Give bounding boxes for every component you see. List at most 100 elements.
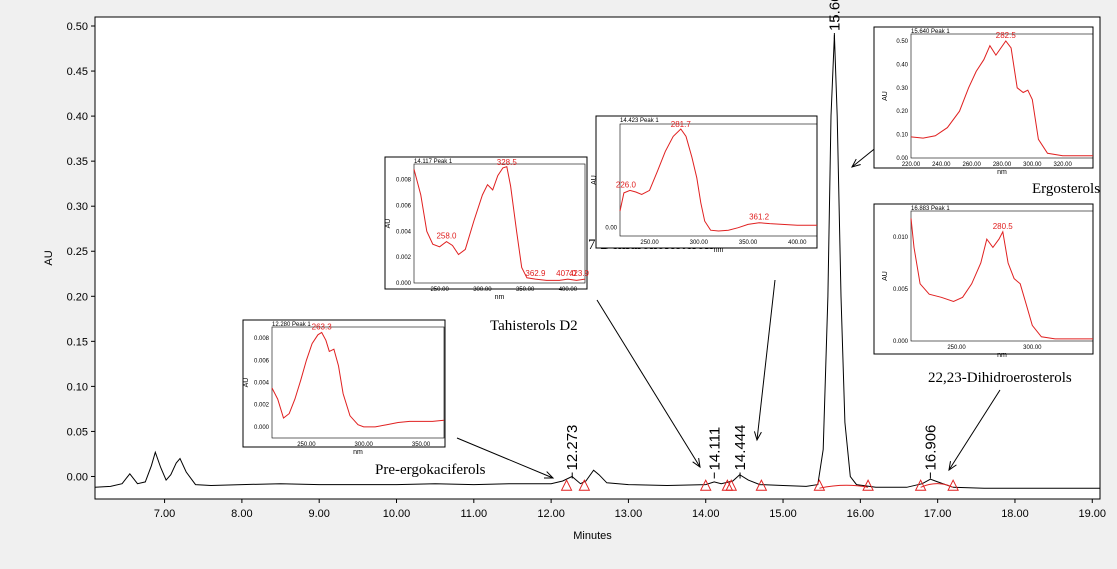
inset-y-axis-title: AU <box>591 175 598 185</box>
x-tick-label: 15.00 <box>769 508 797 520</box>
x-tick-label: 19.00 <box>1079 508 1107 520</box>
spectrum-line <box>910 218 1093 340</box>
inset-frame <box>873 26 1094 169</box>
x-tick-label: 14.00 <box>692 508 720 520</box>
inset-x-tick-label: 260.00 <box>962 162 981 168</box>
inset-x-tick-label: 300.00 <box>690 240 709 246</box>
inset-y-tick-label: 0.20 <box>896 109 908 115</box>
x-axis-title: Minutes <box>573 530 612 542</box>
inset-y-tick-label: 0.000 <box>893 339 909 345</box>
integration-marker <box>560 479 573 491</box>
annotation-label: Ergosterols <box>1032 181 1100 197</box>
y-tick-label: 0.10 <box>67 381 88 393</box>
inset-y-tick-label: 0.005 <box>893 287 909 293</box>
x-tick-label: 7.00 <box>154 508 175 520</box>
inset-y-tick-label: 0.000 <box>254 425 270 431</box>
x-tick-label: 18.00 <box>1001 508 1029 520</box>
inset-x-axis-title: nm <box>714 247 724 254</box>
annotation-arrow <box>756 279 776 441</box>
inset-title: 15.640 Peak 1 <box>911 29 950 35</box>
inset-x-tick-label: 300.00 <box>355 442 374 448</box>
spectrum-peak-label: 280.5 <box>993 222 1014 231</box>
y-tick-label: 0.35 <box>67 156 88 168</box>
x-tick-label: 9.00 <box>308 508 329 520</box>
y-axis: 0.00 0.05 0.10 0.15 0.20 0.25 0.30 0.35 0.40 0.45… <box>67 21 95 483</box>
inset-x-tick-label: 240.00 <box>932 162 951 168</box>
integration-marker <box>725 479 738 491</box>
annotation-arrowhead <box>948 461 957 472</box>
integration-marker <box>578 479 591 491</box>
inset-x-tick-label: 320.00 <box>1053 162 1072 168</box>
inset-x-tick-label: 250.00 <box>297 442 316 448</box>
spectrum-line <box>271 331 445 428</box>
inset-y-tick-label: 0.50 <box>896 39 908 45</box>
annotation-arrow <box>456 437 554 479</box>
inset-x-tick-label: 350.00 <box>739 240 758 246</box>
inset-y-tick-label: 0.006 <box>396 203 412 209</box>
inset-title: 16.883 Peak 1 <box>911 206 950 212</box>
integration-marker <box>699 479 712 491</box>
inset-plot-area <box>910 33 1094 159</box>
integration-baseline <box>819 484 869 489</box>
inset-y-axis-title: AU <box>882 91 889 101</box>
inset-y-axis-title: AU <box>385 219 392 229</box>
inset-x-tick-label: 400.00 <box>559 287 578 293</box>
annotation-arrowhead <box>692 458 701 469</box>
annotation-arrow <box>948 389 1001 471</box>
inset-x-tick-label: 300.00 <box>1023 162 1042 168</box>
spectrum-peak-label: 423.9 <box>569 269 590 278</box>
inset-y-tick-label: 0.002 <box>396 255 412 261</box>
peak-label: 14.444 <box>732 425 749 471</box>
y-tick-label: 0.05 <box>67 426 88 438</box>
inset-plot-area <box>271 326 445 439</box>
y-tick-label: 0.00 <box>67 471 88 483</box>
inset-frame <box>873 203 1094 355</box>
inset-y-tick-label: 0.010 <box>893 235 909 241</box>
inset-y-tick-label: 0.40 <box>896 62 908 68</box>
inset-x-axis-title: nm <box>997 169 1007 176</box>
spectrum-peak-label: 362.9 <box>525 269 546 278</box>
inset-plot-area <box>619 123 818 237</box>
inset-y-tick-label: 0.30 <box>896 86 908 92</box>
uv-spectrum-inset: 14.117 Peak 1 0.000 0.002 0.004 0.006 0.008 25… <box>384 156 590 301</box>
y-tick-label: 0.25 <box>67 246 88 258</box>
x-tick-label: 8.00 <box>231 508 252 520</box>
annotation-arrowhead <box>543 471 555 479</box>
annotation-label: 22,23-Dihidroerosterols <box>928 370 1072 386</box>
spectrum-line <box>619 128 817 232</box>
integration-marker <box>914 479 927 491</box>
inset-x-tick-label: 250.00 <box>640 240 659 246</box>
annotation-arrowhead <box>851 158 861 168</box>
annotation-arrowhead <box>753 431 762 442</box>
inset-y-tick-label: 0.006 <box>254 358 270 364</box>
y-tick-label: 0.15 <box>67 336 88 348</box>
x-tick-label: 10.00 <box>383 508 411 520</box>
y-tick-label: 0.45 <box>67 66 88 78</box>
spectrum-peak-label: 282.5 <box>996 31 1017 40</box>
inset-x-tick-label: 300.00 <box>1023 345 1042 351</box>
inset-y-tick-label: 0.008 <box>254 336 270 342</box>
uv-spectrum-inset: 15.640 Peak 1 0.00 0.10 0.20 0.30 0.40 0.50 220… <box>873 26 1094 176</box>
uv-spectrum-inset: 12.280 Peak 1 0.000 0.002 0.004 0.006 0.008 25… <box>242 319 446 456</box>
spectrum-peak-label: 407.0 <box>556 269 577 278</box>
inset-y-tick-label: 0.10 <box>896 133 908 139</box>
x-tick-label: 11.00 <box>460 508 487 520</box>
inset-title: 14.117 Peak 1 <box>414 159 453 165</box>
y-tick-label: 0.50 <box>67 21 88 33</box>
uv-spectrum-inset: 16.883 Peak 1 0.000 0.005 0.010 250.00 300.00… <box>873 203 1094 359</box>
inset-title: 14.423 Peak 1 <box>620 118 659 124</box>
x-tick-label: 16.00 <box>847 508 875 520</box>
inset-y-tick-label: 0.00 <box>896 156 908 162</box>
inset-x-tick-label: 350.00 <box>412 442 431 448</box>
x-tick-label: 12.00 <box>537 508 565 520</box>
inset-x-tick-label: 400.00 <box>788 240 807 246</box>
annotation-label: Pre-ergokaciferols <box>375 462 486 478</box>
integration-marker <box>813 479 826 491</box>
inset-x-axis-title: nm <box>997 352 1007 359</box>
inset-title: 12.280 Peak 1 <box>272 322 311 328</box>
inset-y-tick-label: 0.004 <box>396 229 412 235</box>
inset-plot-area <box>413 163 586 284</box>
spectrum-peak-label: 226.0 <box>616 180 637 189</box>
